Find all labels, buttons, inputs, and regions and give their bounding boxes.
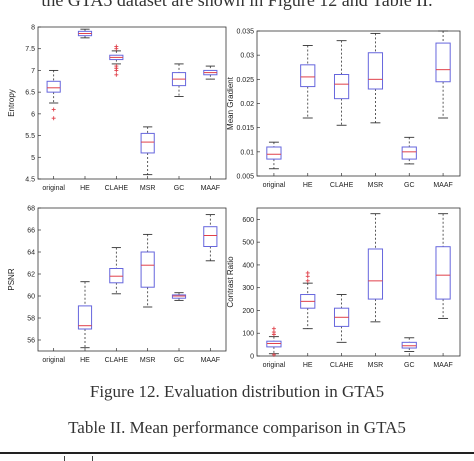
x-tick-label: original — [42, 185, 65, 192]
iqr-box — [401, 146, 417, 160]
x-tick-label: HE — [80, 357, 90, 364]
iqr-box — [401, 341, 417, 349]
y-axis-label: Mean Gradient — [226, 76, 235, 130]
y-tick-label: 0.02 — [240, 101, 254, 108]
y-tick-label: 0.01 — [240, 149, 254, 156]
table-column-rule — [64, 456, 65, 461]
x-tick-label: MAAF — [201, 185, 220, 192]
y-tick-label: 5.5 — [25, 133, 35, 140]
y-tick-label: 7 — [31, 68, 35, 75]
outlier-marker — [305, 270, 310, 275]
x-tick-label: HE — [303, 362, 313, 369]
y-tick-label: 64 — [27, 250, 35, 257]
x-tick-label: MSR — [368, 362, 384, 369]
x-tick-label: GC — [404, 182, 415, 189]
outlier-marker — [305, 274, 310, 279]
x-tick-label: original — [263, 362, 286, 369]
outlier-marker — [51, 116, 56, 121]
y-tick-label: 300 — [242, 285, 254, 292]
iqr-box — [203, 226, 218, 247]
table-column-rule — [92, 456, 93, 461]
y-tick-label: 0 — [250, 354, 254, 361]
y-tick-label: 6 — [31, 111, 35, 118]
x-tick-label: HE — [303, 182, 313, 189]
x-tick-label: GC — [174, 357, 185, 364]
axes-frame — [256, 30, 461, 177]
x-tick-label: MSR — [368, 182, 384, 189]
y-tick-label: 62 — [27, 272, 35, 279]
iqr-box — [171, 294, 187, 299]
y-tick-label: 58 — [27, 316, 35, 323]
x-tick-label: MAAF — [433, 362, 452, 369]
y-tick-label: 400 — [242, 262, 254, 269]
outlier-marker — [305, 278, 310, 283]
x-tick-label: GC — [404, 362, 415, 369]
y-tick-label: 4.5 — [25, 177, 35, 184]
x-tick-label: CLAHE — [105, 185, 129, 192]
x-tick-label: HE — [80, 185, 90, 192]
outlier-marker — [114, 72, 119, 77]
iqr-box — [46, 80, 61, 93]
table-caption: Table II. Mean performance comparison in… — [68, 418, 406, 437]
outlier-marker — [114, 68, 119, 73]
x-tick-label: CLAHE — [330, 362, 354, 369]
y-tick-label: 0.025 — [236, 77, 254, 84]
iqr-box — [300, 64, 316, 88]
iqr-box — [77, 305, 93, 330]
iqr-box — [140, 132, 155, 154]
x-tick-label: original — [263, 182, 286, 189]
y-tick-label: 66 — [27, 228, 35, 235]
iqr-box — [435, 42, 451, 83]
y-tick-label: 68 — [27, 206, 35, 213]
outlier-marker — [51, 107, 56, 112]
y-tick-label: 56 — [27, 338, 35, 345]
outlier-marker — [271, 330, 276, 335]
outlier-marker — [271, 326, 276, 331]
iqr-box — [367, 52, 384, 90]
y-tick-label: 7.5 — [25, 46, 35, 53]
y-tick-label: 0.005 — [236, 174, 254, 181]
x-tick-label: GC — [174, 185, 185, 192]
x-tick-label: MAAF — [201, 357, 220, 364]
figure-caption: Figure 12. Evaluation distribution in GT… — [89, 382, 385, 401]
axes-frame — [37, 26, 227, 180]
y-axis-label: Entropy — [7, 89, 16, 117]
x-tick-label: MAAF — [433, 182, 452, 189]
x-tick-label: original — [42, 357, 65, 364]
x-tick-label: CLAHE — [105, 357, 129, 364]
y-tick-label: 5 — [31, 155, 35, 162]
y-tick-label: 0.015 — [236, 125, 254, 132]
y-tick-label: 500 — [242, 240, 254, 247]
axes-frame — [37, 207, 227, 352]
outlier-marker — [114, 44, 119, 49]
y-axis-label: PSNR — [7, 268, 16, 290]
iqr-box — [109, 268, 124, 284]
top-text-fragment: the GTA5 dataset are shown in Figure 12 … — [41, 0, 433, 10]
iqr-box — [140, 251, 155, 288]
x-tick-label: MSR — [140, 357, 156, 364]
iqr-box — [266, 146, 282, 160]
y-tick-label: 0.035 — [236, 29, 254, 36]
y-tick-label: 100 — [242, 331, 254, 338]
y-tick-label: 8 — [31, 25, 35, 32]
x-tick-label: CLAHE — [330, 182, 354, 189]
x-tick-label: MSR — [140, 185, 156, 192]
iqr-box — [266, 340, 282, 348]
y-tick-label: 0.03 — [240, 53, 254, 60]
y-tick-label: 60 — [27, 294, 35, 301]
axes-frame — [256, 207, 461, 357]
iqr-box — [333, 74, 350, 100]
y-tick-label: 200 — [242, 308, 254, 315]
iqr-box — [435, 246, 451, 300]
outlier-marker — [271, 352, 276, 357]
y-tick-label: 6.5 — [25, 90, 35, 97]
iqr-box — [367, 248, 384, 300]
y-tick-label: 600 — [242, 217, 254, 224]
y-axis-label: Contrast Ratio — [226, 256, 235, 308]
table-top-rule — [0, 452, 474, 454]
